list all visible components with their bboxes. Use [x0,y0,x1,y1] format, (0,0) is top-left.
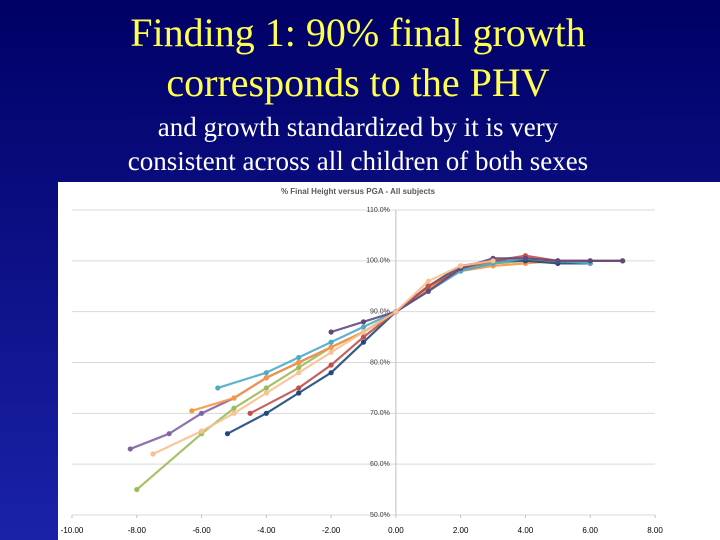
data-point [263,370,269,376]
chart-area [58,182,720,540]
data-point [328,329,334,335]
data-point [522,255,529,261]
slide-title: Finding 1: 90% final growth [130,10,586,55]
data-point [189,408,195,414]
data-point [296,370,302,376]
data-point [328,362,334,368]
x-tick-label: -2.00 [322,526,341,535]
data-point [490,258,496,264]
data-point [360,334,367,340]
data-point [296,385,302,391]
x-tick-label: -10.00 [61,526,84,535]
data-point [296,354,302,361]
data-point [360,339,367,345]
y-tick-label: 50.0% [370,512,390,519]
data-point [166,431,172,437]
x-tick-label: -8.00 [128,526,147,535]
data-point [296,359,302,366]
x-tick-label: 6.00 [582,526,598,535]
data-point [458,263,464,269]
data-point [263,390,269,396]
data-point [263,385,269,391]
y-tick-label: 110.0% [367,207,390,214]
data-point [231,405,237,411]
plot: 50.0% 60.0% 70.0% 80.0% 90.0% 100.0% 110.0% -10… [61,207,664,535]
chart-title: % Final Height versus PGA - All subjects [281,187,436,196]
data-point [328,344,334,350]
x-tick-label: 8.00 [647,526,663,535]
data-point [296,390,302,396]
y-tick-label: 70.0% [370,410,390,417]
data-point [296,364,302,371]
data-point [360,324,367,330]
y-tick-label: 60.0% [370,461,390,468]
slide-subtitle: consistent across all children of both s… [128,146,588,176]
x-tick-label: 2.00 [453,526,469,535]
y-tick-label: 80.0% [370,359,390,366]
x-tick-label: 4.00 [518,526,534,535]
data-point [555,258,561,264]
data-point [231,410,237,416]
data-point [198,428,205,434]
data-point [425,278,431,284]
data-point [198,410,205,416]
data-point [360,329,367,335]
y-tick-label: 100.0% [366,258,390,265]
data-point [587,258,593,264]
data-point [127,446,133,452]
x-tick-label: -4.00 [257,526,276,535]
data-point [150,451,156,457]
data-point [425,283,431,289]
data-point [247,410,253,416]
data-point [328,349,334,355]
data-point [263,410,269,416]
slide-title: corresponds to the PHV [166,60,549,105]
data-point [425,288,431,294]
data-point [328,339,334,345]
data-point [134,486,140,493]
data-point [215,385,221,391]
data-point [263,375,269,381]
slide-subtitle: and growth standardized by it is very [158,112,559,142]
y-tick-label: 90.0% [370,309,390,316]
x-tick-label: -6.00 [192,526,211,535]
data-point [231,395,237,401]
data-point [328,370,334,376]
x-tick-label: 0.00 [388,526,404,535]
data-point [360,319,367,325]
data-point [620,258,626,264]
data-point [224,431,231,437]
data-point [393,309,399,315]
